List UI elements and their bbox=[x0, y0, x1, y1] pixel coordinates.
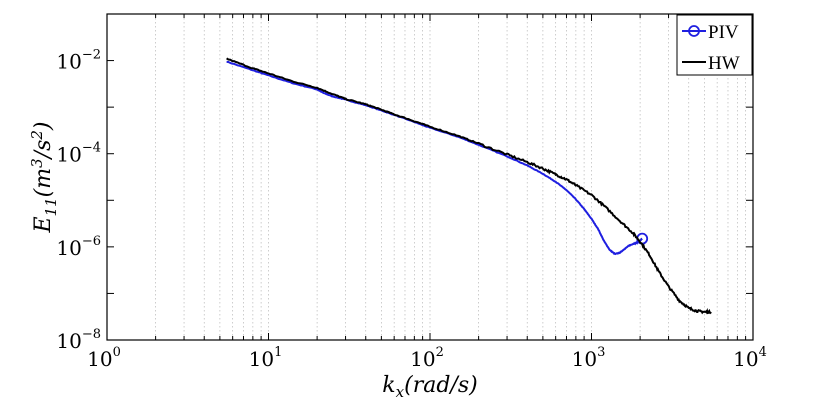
legend-piv-label: PIV bbox=[708, 22, 739, 43]
x-tick-label: 100 bbox=[87, 345, 121, 371]
y-axis-label: E11(m3/s2) bbox=[28, 122, 60, 234]
legend-box bbox=[676, 14, 753, 76]
x-tick-label: 104 bbox=[733, 345, 767, 371]
series-lines bbox=[226, 57, 712, 315]
legend-hw-label: HW bbox=[708, 53, 740, 74]
series-piv-line bbox=[226, 60, 643, 256]
axis-ticks: 100 101 102 103 104 10−8 10−6 10−4 10−2 bbox=[56, 13, 767, 371]
legend: PIV HW bbox=[676, 14, 753, 76]
y-tick-label: 10−2 bbox=[56, 48, 101, 74]
x-tick-label: 102 bbox=[410, 345, 444, 371]
y-tick-label: 10−8 bbox=[56, 327, 101, 353]
x-axis-label: kx(rad/s) bbox=[382, 373, 477, 401]
y-tick-label: 10−6 bbox=[56, 234, 101, 260]
x-tick-label: 103 bbox=[572, 345, 606, 371]
x-tick-label: 101 bbox=[249, 345, 283, 371]
legend-piv-marker bbox=[688, 25, 700, 37]
series-hw-line bbox=[226, 57, 712, 315]
x-grid-lines bbox=[155, 14, 746, 340]
y-tick-label: 10−4 bbox=[56, 141, 101, 167]
